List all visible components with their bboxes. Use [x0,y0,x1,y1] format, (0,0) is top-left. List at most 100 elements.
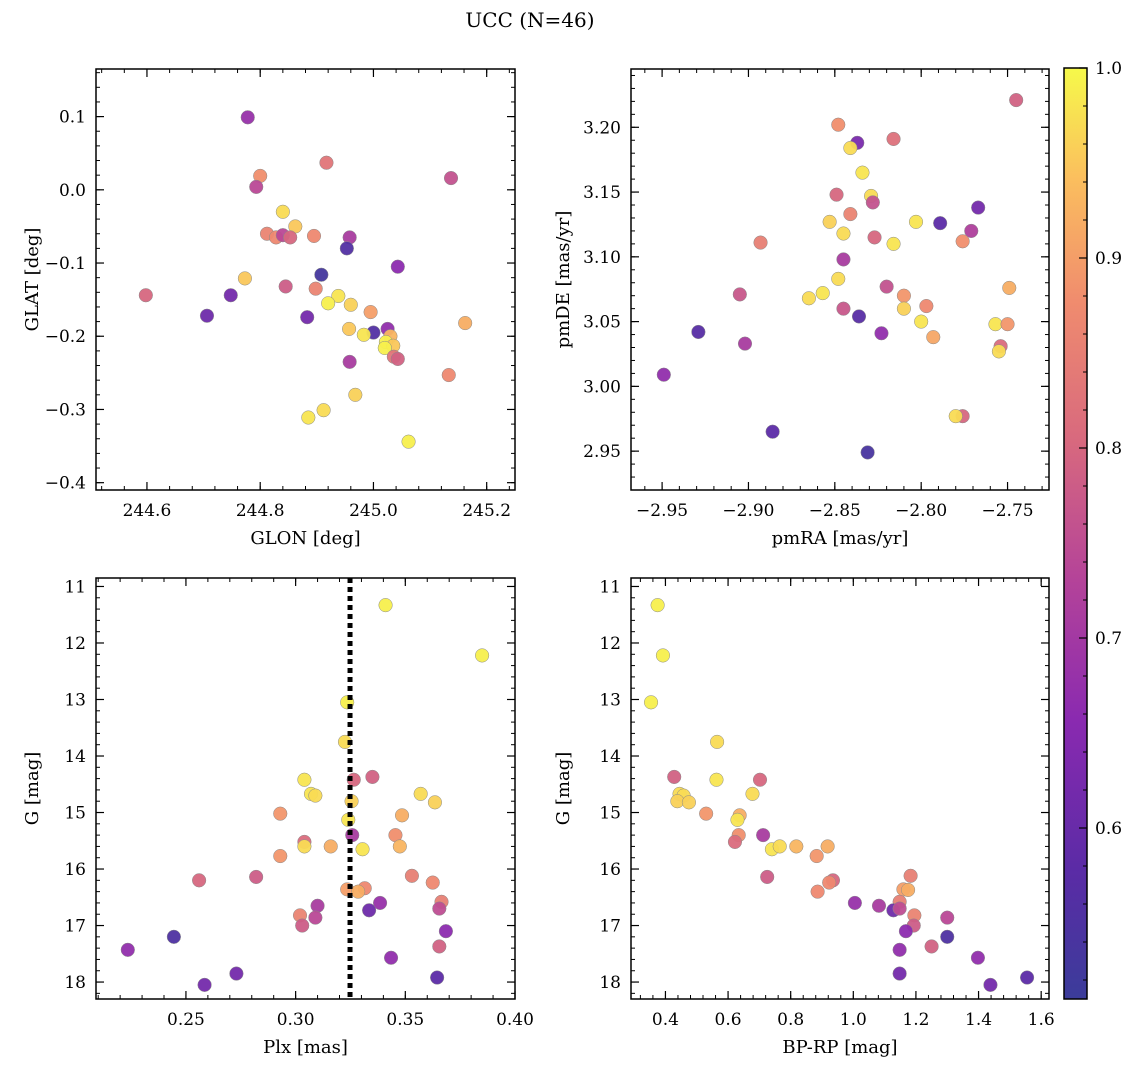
y-axis-label: pmDE [mas/yr] [553,211,574,349]
scatter-point [801,291,816,306]
scatter-point [691,324,706,340]
scatter-point [273,806,288,821]
scatter-points [656,93,1024,460]
scatter-point [331,288,346,304]
scatter-point [903,868,918,883]
y-tick-label: 15 [599,804,621,824]
scatter-point [820,839,835,854]
scatter-point [362,903,377,918]
scatter-point [843,207,858,222]
axes-frame [630,577,1050,1000]
y-tick-label: 3.20 [583,118,621,138]
scatter-point [709,772,724,787]
y-tick-label: 2.95 [583,442,621,462]
scatter-point [404,868,419,883]
scatter-point [390,351,405,366]
scatter-point [871,898,887,913]
x-axis-label: BP-RP [mag] [782,1037,897,1058]
scatter-point [343,297,358,312]
scatter-point [908,214,924,229]
scatter-point [865,195,880,210]
scatter-point [430,970,445,985]
scatter-point [710,734,725,749]
scatter-point [300,310,315,325]
scatter-point [809,848,824,864]
scatter-points [138,110,473,449]
colorbar-tick-label: 0.9 [1095,249,1122,269]
scatter-point [851,309,867,324]
y-tick-label: −0.1 [45,254,86,274]
scatter-point [752,772,768,787]
scatter-point [1000,317,1015,332]
colorbar-tick-label: 0.6 [1095,819,1122,839]
scatter-point [745,786,760,801]
y-tick-label: 12 [64,634,86,654]
scatter-point [308,788,323,803]
scatter-point [892,942,907,957]
scatter-point [914,314,929,329]
scatter-point [822,875,837,890]
y-tick-label: 3.15 [583,183,621,203]
scatter-point [643,695,659,710]
scatter-point [656,367,671,382]
y-tick-label: −0.3 [45,400,86,420]
scatter-point [306,228,322,243]
scatter-point [283,230,298,245]
scatter-point [199,308,215,323]
x-tick-label: 244.8 [236,501,285,521]
y-tick-label: 12 [599,634,621,654]
minor-ticks [96,69,515,490]
y-axis-label: G [mag] [22,752,43,825]
x-tick-label: 0.8 [777,1010,804,1030]
major-ticks [631,69,1049,490]
panel-pmra-pmde: −2.95 −2.90 −2.85 −2.80 −2.75 2.95 3.00 3.05 3.1… [553,68,1050,549]
scatter-point [855,165,870,180]
x-tick-label: −2.90 [722,501,774,521]
minor-ticks [96,578,516,999]
scatter-point [401,434,416,449]
x-tick-label: −2.80 [895,501,947,521]
scatter-point [342,321,357,336]
scatter-point [898,924,913,939]
x-tick-label: 1.6 [1028,1010,1055,1030]
scatter-point [988,317,1003,332]
scatter-point [753,235,768,250]
scatter-point [273,848,288,864]
scatter-point [789,839,804,854]
scatter-point [394,808,410,823]
scatter-point [432,939,447,954]
major-ticks [96,578,516,999]
scatter-point [829,187,844,202]
scatter-point [836,301,851,316]
scatter-point [892,966,907,981]
colorbar-tick-label: 0.7 [1095,629,1122,649]
y-tick-label: 14 [599,747,621,767]
y-tick-label: 18 [64,973,86,993]
panel-glon-glat: 244.6 244.8 245.0 245.2 0.1 0.0 −0.1 −0.2 −0.3 −0… [22,68,516,549]
scatter-point [197,977,212,992]
scatter-point [836,252,851,267]
scatter-point [699,806,714,821]
x-tick-label: 245.2 [462,501,511,521]
y-tick-label: 0.0 [59,181,86,201]
axes-frame [95,68,516,491]
scatter-point [138,288,153,303]
scatter-point [365,769,380,784]
scatter-point [297,839,312,854]
colorbar-gradient [1064,68,1087,999]
scatter-point [948,409,963,424]
x-tick-label: 0.4 [652,1010,679,1030]
y-tick-label: −0.4 [45,474,86,494]
y-tick-label: 17 [599,917,621,937]
scatter-point [363,305,378,320]
scatter-point [760,869,775,884]
scatter-point [1020,970,1035,985]
scatter-point [432,901,447,916]
y-tick-label: 17 [64,917,86,937]
scatter-point [831,117,846,132]
scatter-point [384,950,399,965]
y-tick-label: 15 [64,804,86,824]
scatter-point [681,795,696,810]
scatter-point [940,929,955,944]
